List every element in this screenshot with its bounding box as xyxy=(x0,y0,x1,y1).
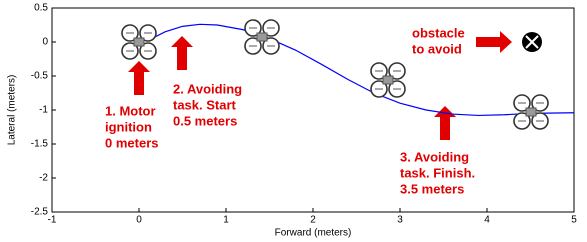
x-axis-label: Forward (meters) xyxy=(275,228,352,239)
x-tick-label: 4 xyxy=(484,215,490,226)
annotation: to avoid xyxy=(412,41,462,56)
x-tick-label: 5 xyxy=(571,215,577,226)
y-tick-label: 0.5 xyxy=(34,3,48,14)
drone xyxy=(245,20,279,54)
annotation: task. Finish. xyxy=(400,165,475,180)
drone xyxy=(371,63,405,97)
arrow xyxy=(128,61,150,95)
chart: Forward (meters) Lateral (meters) -1 0 1 2 3… xyxy=(0,0,587,242)
annotation: obstacle xyxy=(412,25,465,40)
obstacle xyxy=(522,32,542,52)
annotation: ignition xyxy=(105,119,152,134)
y-tick-label: 0 xyxy=(42,37,48,48)
y-axis-label: Lateral (meters) xyxy=(7,75,18,146)
arrow xyxy=(476,31,512,53)
x-tick-label: 3 xyxy=(397,215,403,226)
annotation: 0.5 meters xyxy=(173,113,237,128)
y-tick-label: -0.5 xyxy=(31,71,49,82)
x-tick-label: -1 xyxy=(48,215,57,226)
annotation: 3. Avoiding xyxy=(400,149,469,164)
annotation: 2. Avoiding xyxy=(173,81,242,96)
x-tick-label: 1 xyxy=(223,215,229,226)
arrow xyxy=(434,106,456,140)
drone xyxy=(122,25,156,59)
y-tick-label: -2 xyxy=(39,173,48,184)
x-tick-label: 2 xyxy=(310,215,316,226)
y-tick-label: -2.5 xyxy=(31,207,49,218)
annotation: 0 meters xyxy=(105,135,158,150)
y-tick-label: -1.5 xyxy=(31,139,49,150)
x-tick-label: 0 xyxy=(136,215,142,226)
annotation: 3.5 meters xyxy=(400,181,464,196)
arrow xyxy=(171,36,193,70)
y-tick-label: -1 xyxy=(39,105,48,116)
annotation: task. Start xyxy=(173,97,237,112)
drone xyxy=(514,95,548,129)
annotation: 1. Motor xyxy=(105,103,156,118)
